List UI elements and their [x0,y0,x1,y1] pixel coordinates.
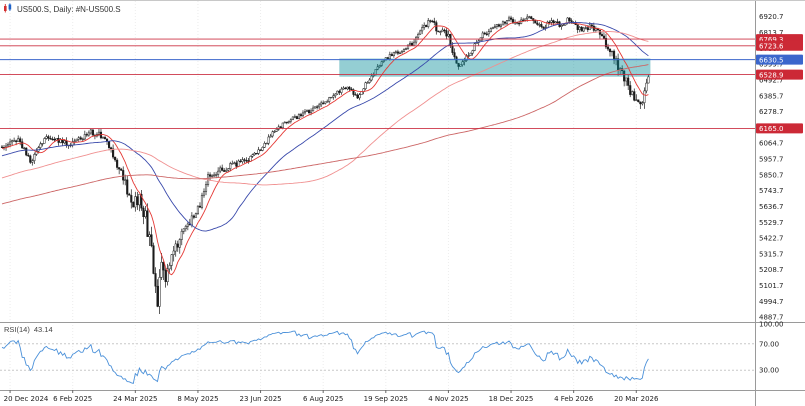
ma-10-line [1,19,649,276]
date-label: 24 Mar 2025 [113,395,157,403]
svg-text:30.00: 30.00 [759,367,779,375]
svg-text:6769.3: 6769.3 [759,36,784,44]
time-axis: 20 Dec 2024 6 Feb 2025 24 Mar 2025 8 May 20… [4,390,659,403]
svg-text:6064.7: 6064.7 [759,140,784,148]
svg-text:6165.0: 6165.0 [759,125,784,133]
svg-text:5743.7: 5743.7 [759,187,784,195]
date-label: 4 Nov 2025 [428,395,468,403]
date-label: 8 May 2025 [177,395,218,403]
price-axis: 6920.76813.76706.76599.76492.76385.76278… [759,13,784,322]
candlesticks [0,14,650,314]
svg-text:5422.7: 5422.7 [759,235,784,243]
ma-100-line [1,31,649,186]
svg-text:5315.7: 5315.7 [759,250,784,258]
date-label: 18 Dec 2025 [489,395,534,403]
price-badge [756,123,803,134]
price-badge [756,54,803,65]
svg-text:6278.7: 6278.7 [759,108,784,116]
svg-text:6920.7: 6920.7 [759,13,784,21]
date-label: 6 Aug 2025 [303,395,343,403]
rsi-panel: 100.00 70.00 30.00 [0,321,784,375]
svg-text:6723.6: 6723.6 [759,43,784,51]
chart-title: US500.S, Daily: #N-US500.S [17,4,121,14]
ma-40-line [1,21,649,232]
price-badge [756,40,803,51]
rsi-value: 43.14 [33,325,53,334]
chart-title-bar: US500.S, Daily: #N-US500.S [3,3,121,16]
ma-200-line [1,64,649,205]
date-label: 4 Feb 2026 [554,395,594,403]
svg-text:6599.7: 6599.7 [759,61,784,69]
svg-text:5636.7: 5636.7 [759,203,784,211]
svg-text:5208.7: 5208.7 [759,266,784,274]
svg-text:5529.7: 5529.7 [759,219,784,227]
svg-text:6492.7: 6492.7 [759,77,784,85]
candlestick-chart-icon [3,3,13,16]
highlight-zone[interactable] [339,58,651,77]
price-badge [756,69,803,80]
rsi-name: RSI(14) [4,325,30,334]
moving-averages [1,19,649,276]
svg-text:5850.7: 5850.7 [759,171,784,179]
date-label: 20 Mar 2026 [614,395,659,403]
date-label: 19 Sep 2025 [364,395,408,403]
svg-text:6385.7: 6385.7 [759,92,784,100]
svg-text:6630.5: 6630.5 [759,56,784,64]
rsi-indicator-label: RSI(14) 43.14 [4,325,53,334]
svg-text:4994.7: 4994.7 [759,298,784,306]
level-lines[interactable] [0,38,755,129]
date-label: 20 Dec 2024 [4,395,49,403]
svg-text:100.00: 100.00 [759,321,784,329]
svg-text:6813.7: 6813.7 [759,29,784,37]
svg-text:4887.7: 4887.7 [759,314,784,322]
date-label: 6 Feb 2025 [53,395,92,403]
svg-text:5957.7: 5957.7 [759,156,784,164]
date-label: 23 Jun 2025 [240,395,282,403]
svg-text:70.00: 70.00 [759,340,779,348]
svg-text:5101.7: 5101.7 [759,282,784,290]
svg-text:6528.9: 6528.9 [759,71,784,79]
rsi-line [1,330,649,384]
grid-lines [9,1,637,390]
